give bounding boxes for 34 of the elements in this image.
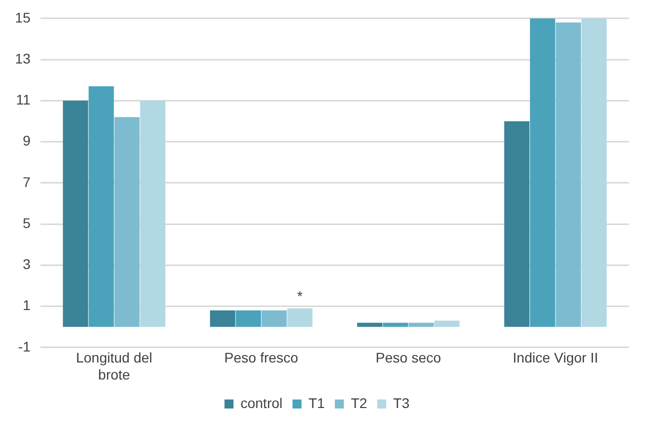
- y-tick-label: 1: [22, 297, 31, 314]
- y-tick-label: 11: [16, 92, 31, 108]
- x-tick-label: Peso seco: [376, 350, 442, 366]
- bar: [261, 310, 287, 327]
- bar: [114, 117, 140, 327]
- x-tick-label: Longitud del brote: [76, 350, 152, 382]
- bar: [408, 322, 434, 327]
- bar: [382, 322, 408, 327]
- y-tick-label: -1: [18, 338, 31, 354]
- bar: [62, 100, 88, 327]
- bar: [88, 86, 114, 327]
- annotation: *: [297, 288, 304, 304]
- y-tick-label: 9: [22, 132, 31, 149]
- bar: [236, 310, 261, 327]
- bar: [581, 18, 607, 327]
- bar: [556, 22, 581, 327]
- x-tick-label: Peso fresco: [224, 350, 298, 366]
- x-tick-label: Indice Vigor II: [512, 350, 598, 366]
- legend-label: control: [240, 394, 283, 411]
- y-tick-label: 5: [22, 214, 31, 231]
- y-tick-label: 7: [22, 174, 31, 190]
- bar: [530, 18, 556, 327]
- bar: [357, 322, 382, 327]
- bar: [434, 320, 460, 327]
- bar: [210, 310, 236, 327]
- legend-label: T3: [393, 394, 410, 411]
- legend-label: T2: [350, 394, 368, 411]
- y-tick-label: 13: [14, 50, 31, 66]
- bar: [140, 100, 166, 327]
- bar: [287, 308, 312, 327]
- bar: [504, 121, 530, 327]
- y-tick-label: 3: [22, 256, 31, 272]
- legend-label: T1: [308, 394, 326, 411]
- y-tick-label: 15: [14, 9, 31, 26]
